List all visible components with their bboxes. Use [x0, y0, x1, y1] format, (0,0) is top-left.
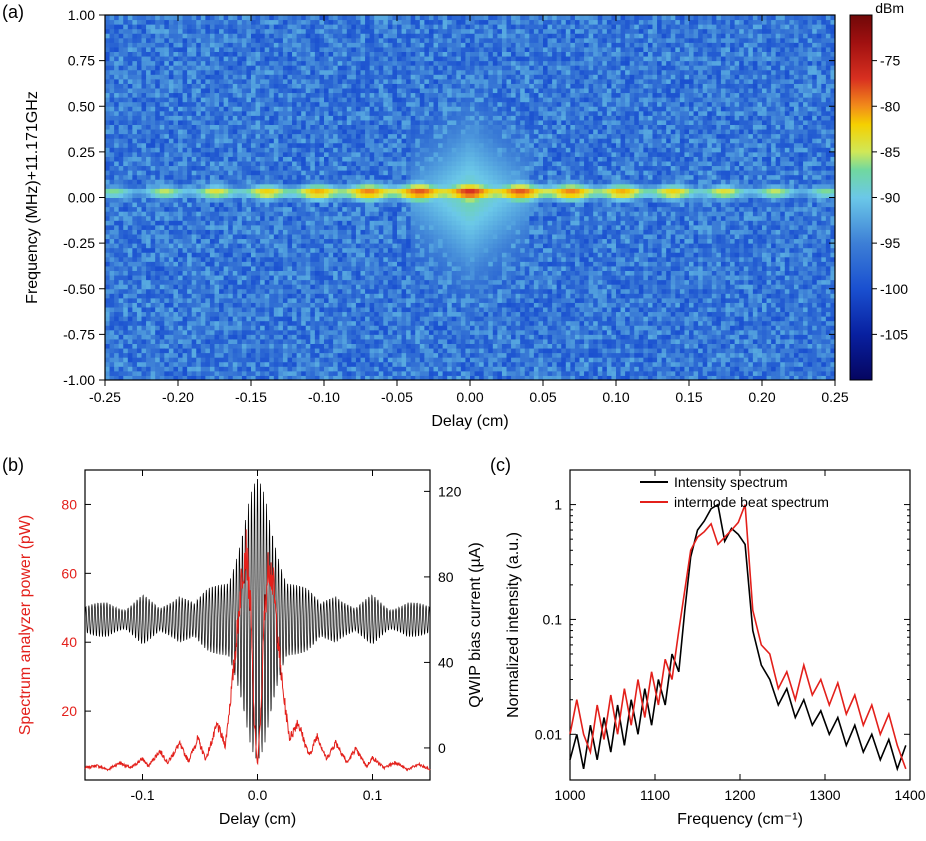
- panel-c-chart: 100011001200130014000.010.11Frequency (c…: [490, 450, 926, 840]
- panel-b-chart: -0.10.00.12040608004080120Delay (cm)Spec…: [0, 450, 490, 840]
- panel-a-heatmap: -0.25-0.20-0.15-0.10-0.050.000.050.100.1…: [0, 0, 926, 450]
